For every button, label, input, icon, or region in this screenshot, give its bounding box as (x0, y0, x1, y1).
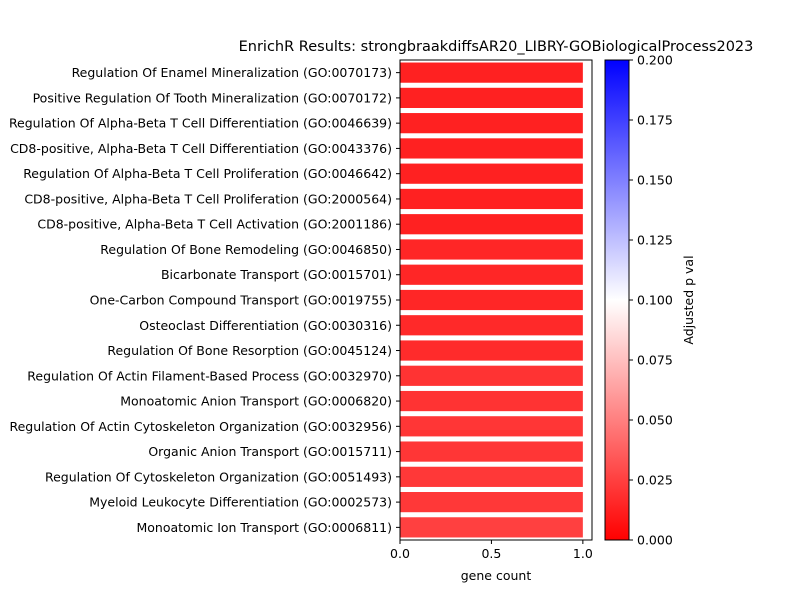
bar (400, 87, 583, 108)
category-label: Regulation Of Bone Remodeling (GO:004685… (100, 242, 392, 257)
category-label: Positive Regulation Of Tooth Mineralizat… (33, 90, 392, 105)
bar (400, 340, 583, 361)
category-label: Myeloid Leukocyte Differentiation (GO:00… (89, 495, 392, 510)
category-label: Monoatomic Anion Transport (GO:0006820) (120, 394, 392, 409)
colorbar-tick-label: 0.025 (637, 473, 673, 488)
colorbar (604, 59, 630, 541)
bar (400, 138, 583, 159)
x-tick-label: 0.0 (390, 546, 410, 561)
colorbar-tick-label: 0.100 (637, 293, 673, 308)
category-label: Monoatomic Ion Transport (GO:0006811) (136, 520, 392, 535)
bar (400, 416, 583, 437)
bar (400, 62, 583, 83)
bar (400, 214, 583, 235)
x-ticks-group: 0.0 0.5 1.0 (390, 540, 593, 561)
colorbar-ticks-group: 0.000 0.025 0.050 0.075 0.100 0.125 0.150 0.175… (629, 53, 673, 548)
category-label: CD8-positive, Alpha-Beta T Cell Prolifer… (24, 191, 392, 206)
category-labels-group: Regulation Of Enamel Mineralization (GO:… (9, 65, 392, 535)
category-label: CD8-positive, Alpha-Beta T Cell Differen… (10, 141, 392, 156)
category-label: CD8-positive, Alpha-Beta T Cell Activati… (37, 217, 392, 232)
category-label: Organic Anion Transport (GO:0015711) (148, 444, 392, 459)
bar (400, 365, 583, 386)
category-label: Osteoclast Differentiation (GO:0030316) (139, 318, 392, 333)
category-label: One-Carbon Compound Transport (GO:001975… (90, 293, 392, 308)
category-label: Regulation Of Actin Filament-Based Proce… (27, 368, 392, 383)
x-axis-label: gene count (461, 568, 532, 583)
category-label: Bicarbonate Transport (GO:0015701) (161, 267, 392, 282)
bar (400, 264, 583, 285)
x-tick-label: 1.0 (573, 546, 593, 561)
colorbar-tick-label: 0.000 (637, 533, 673, 548)
colorbar-tick-label: 0.050 (637, 413, 673, 428)
category-label: Regulation Of Alpha-Beta T Cell Differen… (9, 116, 392, 131)
colorbar-tick-label: 0.175 (637, 113, 673, 128)
category-label: Regulation Of Cytoskeleton Organization … (45, 469, 392, 484)
bars-group (400, 62, 583, 538)
bar (400, 188, 583, 210)
bar (400, 390, 583, 412)
category-label: Regulation Of Actin Cytoskeleton Organiz… (9, 419, 392, 434)
colorbar-label: Adjusted p val (681, 255, 696, 344)
y-ticks-group (396, 72, 400, 528)
colorbar-tick-label: 0.075 (637, 353, 673, 368)
colorbar-tick-label: 0.150 (637, 173, 673, 188)
plot-frame (399, 59, 593, 541)
x-tick-label: 0.5 (481, 546, 501, 561)
category-label: Regulation Of Alpha-Beta T Cell Prolifer… (23, 166, 392, 181)
bar (400, 441, 583, 462)
bar (400, 517, 583, 538)
colorbar-tick-label: 0.200 (637, 53, 673, 68)
bar (400, 239, 583, 260)
chart-title: EnrichR Results: strongbraakdiffsAR20_LI… (239, 39, 754, 55)
bar (400, 492, 583, 513)
category-label: Regulation Of Enamel Mineralization (GO:… (72, 65, 392, 80)
category-label: Regulation Of Bone Resorption (GO:004512… (107, 343, 392, 358)
colorbar-tick-label: 0.125 (637, 233, 673, 248)
bar (400, 113, 583, 134)
bar (400, 163, 583, 184)
bar (400, 315, 583, 336)
bar (400, 289, 583, 311)
bar (400, 466, 583, 487)
